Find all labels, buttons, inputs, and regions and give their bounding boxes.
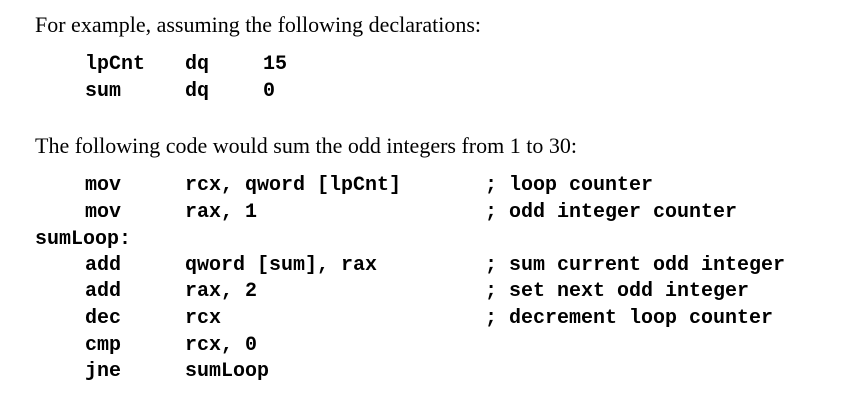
- instruction-operands: qword [sum], rax: [185, 254, 378, 277]
- instruction-comment: ; odd integer counter: [485, 201, 738, 224]
- instruction-comment: ; set next odd integer: [485, 280, 750, 303]
- instruction-operands: sumLoop: [185, 360, 270, 383]
- instruction-mnemonic: jne: [85, 360, 122, 383]
- instruction-mnemonic: add: [85, 280, 122, 303]
- instruction-comment: ; decrement loop counter: [485, 307, 774, 330]
- instruction-mnemonic: cmp: [85, 334, 122, 357]
- declaration-type: dq: [185, 80, 210, 103]
- declaration-name: lpCnt: [85, 53, 146, 76]
- intro-paragraph: For example, assuming the following decl…: [35, 12, 482, 37]
- declaration-value: 15: [263, 53, 288, 76]
- instruction-mnemonic: mov: [85, 174, 122, 197]
- instruction-operands: rcx, 0: [185, 334, 258, 357]
- instruction-operands: rcx: [185, 307, 222, 330]
- instruction-operands: rax, 1: [185, 201, 258, 224]
- instruction-mnemonic: mov: [85, 201, 122, 224]
- sum-paragraph: The following code would sum the odd int…: [35, 133, 577, 158]
- declaration-name: sum: [85, 80, 122, 103]
- instruction-operands: rax, 2: [185, 280, 258, 303]
- instruction-comment: ; loop counter: [485, 174, 654, 197]
- code-label: sumLoop:: [35, 228, 132, 251]
- declaration-value: 0: [263, 80, 276, 103]
- instruction-mnemonic: dec: [85, 307, 122, 330]
- instruction-operands: rcx, qword [lpCnt]: [185, 174, 402, 197]
- instruction-comment: ; sum current odd integer: [485, 254, 786, 277]
- declaration-type: dq: [185, 53, 210, 76]
- instruction-mnemonic: add: [85, 254, 122, 277]
